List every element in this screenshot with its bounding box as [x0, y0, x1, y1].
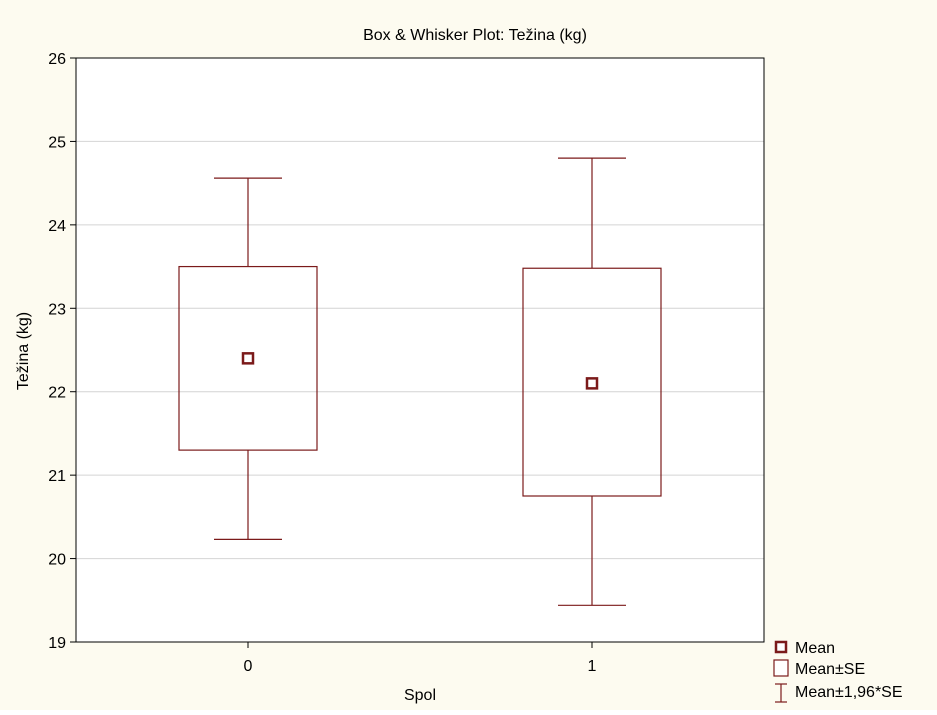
box-group-1 — [522, 157, 662, 606]
box-series — [178, 157, 662, 606]
mean-marker — [241, 352, 255, 365]
y-tick-label: 22 — [48, 385, 66, 402]
se-box — [522, 267, 662, 497]
chart-title: Box & Whisker Plot: Težina (kg) — [363, 27, 587, 44]
y-axis-ticks: 19 20 21 22 23 24 25 26 — [48, 51, 76, 652]
x-tick-label: 0 — [244, 658, 253, 675]
box-group-0 — [178, 177, 318, 540]
y-tick-label: 26 — [48, 51, 66, 68]
y-axis-title: Težina (kg) — [15, 312, 32, 390]
y-tick-label: 24 — [48, 218, 66, 235]
legend-mean-marker — [774, 640, 788, 654]
y-tick-label: 21 — [48, 468, 66, 485]
se-box — [178, 265, 318, 451]
y-tick-label: 23 — [48, 301, 66, 318]
x-axis-title: Spol — [404, 687, 436, 704]
legend-whisker-symbol — [775, 683, 787, 703]
y-tick-label: 19 — [48, 635, 66, 652]
y-tick-label: 25 — [48, 134, 66, 151]
legend-whisker-label: Mean±1,96*SE — [795, 684, 903, 701]
mean-marker — [585, 377, 599, 390]
legend-se-label: Mean±SE — [795, 661, 865, 678]
gridlines — [76, 140, 764, 560]
x-tick-label: 1 — [588, 658, 597, 675]
legend: Mean Mean±SE Mean±1,96*SE — [773, 640, 903, 703]
plot-frame — [75, 57, 765, 643]
y-tick-label: 20 — [48, 552, 66, 569]
plot-area — [76, 58, 764, 642]
legend-se-box — [773, 659, 789, 677]
legend-mean-label: Mean — [795, 640, 835, 657]
